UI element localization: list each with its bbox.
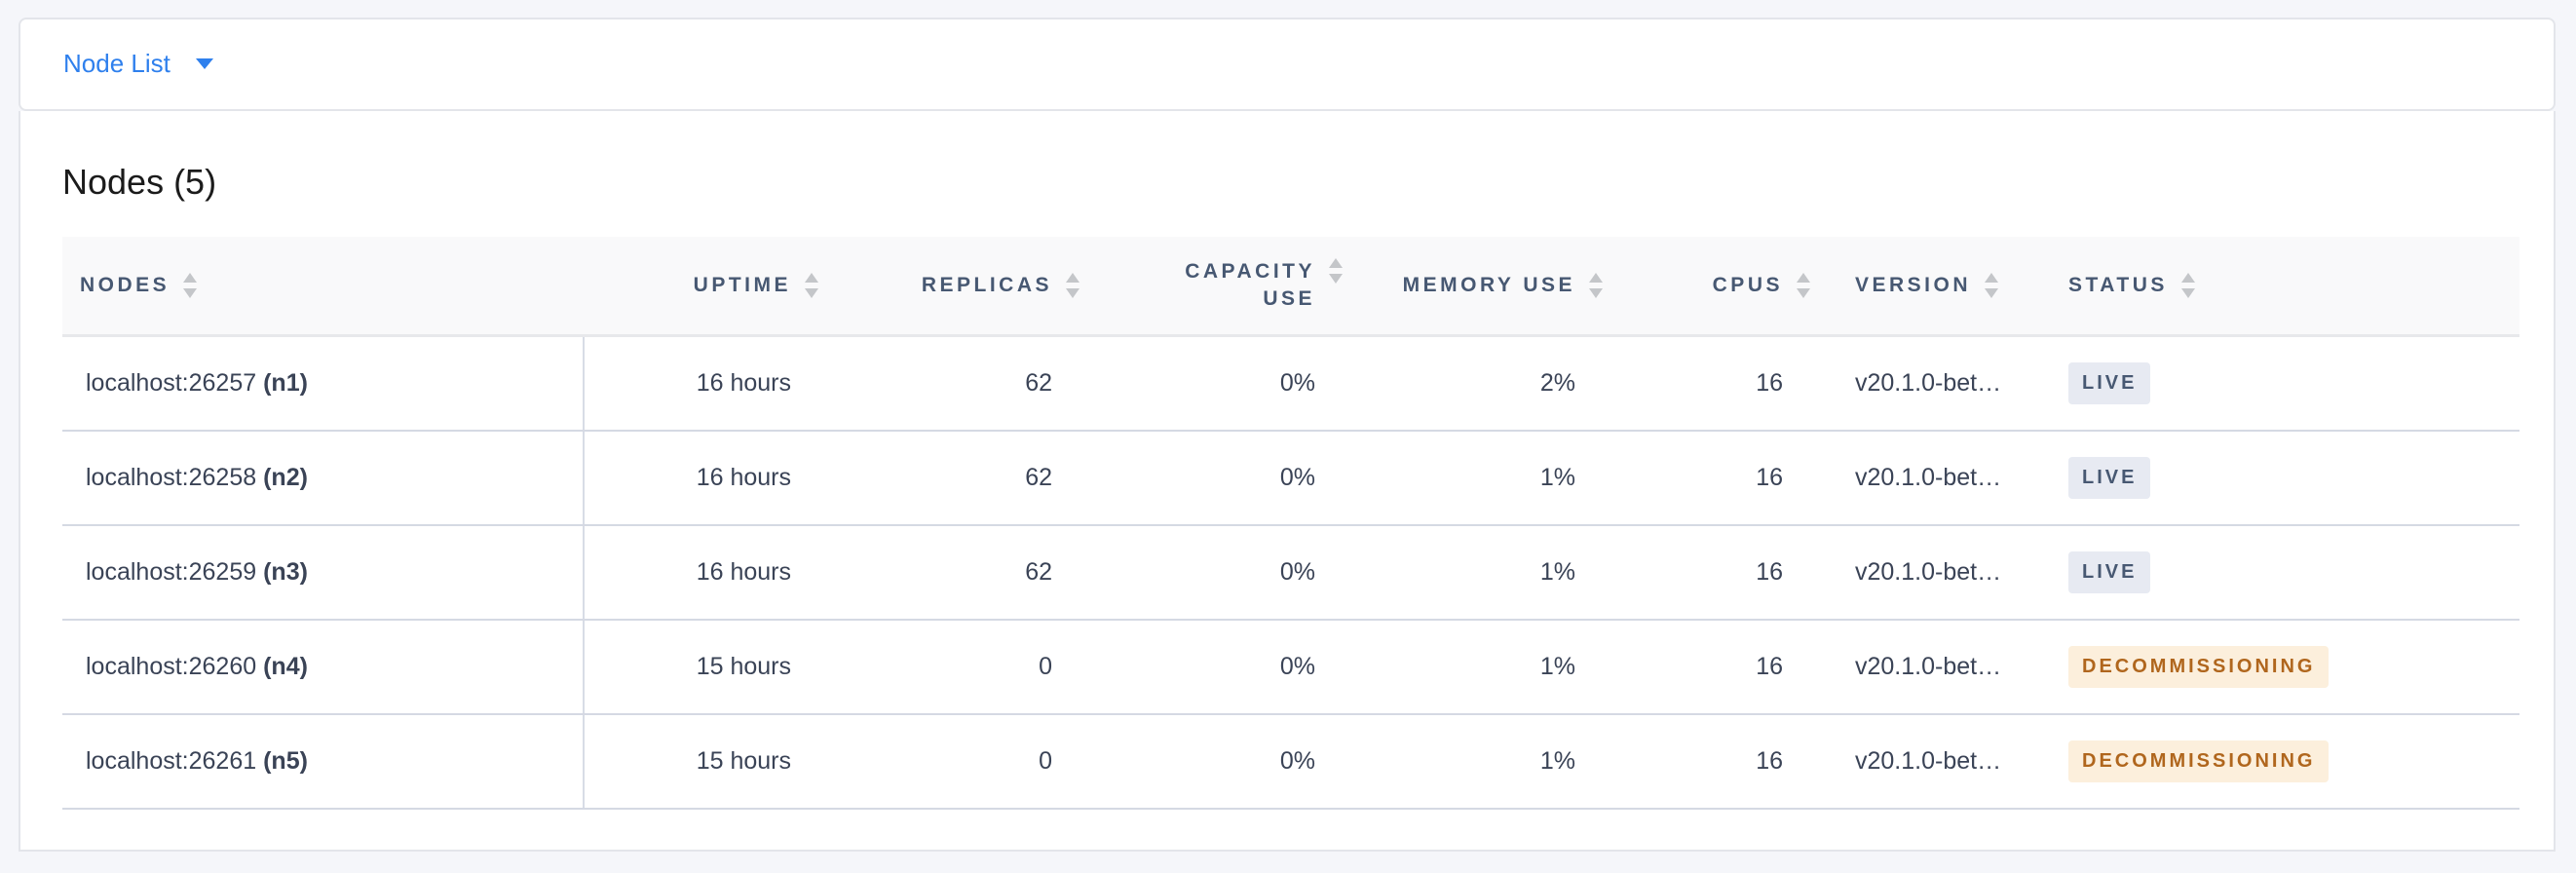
uptime-cell: 15 hours bbox=[584, 714, 830, 810]
status-badge: DECOMMISSIONING bbox=[2068, 740, 2330, 782]
cpus-cell: 16 bbox=[1614, 525, 1822, 621]
col-label: STATUS bbox=[2068, 274, 2168, 296]
table-row: localhost:26259 (n3) 16 hours 62 0% 1% 16 v20.… bbox=[62, 525, 2519, 621]
col-header-nodes[interactable]: NODES bbox=[62, 237, 584, 337]
caret-down-icon bbox=[195, 58, 213, 69]
col-label: CPUS bbox=[1712, 274, 1783, 296]
node-cell: localhost:26261 (n5) bbox=[62, 714, 585, 810]
node-address-link[interactable]: localhost:26259 bbox=[86, 558, 257, 586]
node-cell: localhost:26260 (n4) bbox=[62, 620, 585, 715]
sort-icon[interactable] bbox=[1066, 273, 1080, 298]
memory-use-cell: 1% bbox=[1354, 620, 1614, 715]
node-id: (n4) bbox=[263, 653, 308, 680]
memory-use-cell: 1% bbox=[1354, 714, 1614, 810]
col-header-capacity-use[interactable]: CAPACITY USE bbox=[1091, 237, 1354, 337]
uptime-cell: 16 hours bbox=[584, 431, 830, 526]
uptime-cell: 15 hours bbox=[584, 620, 830, 715]
col-header-version[interactable]: VERSION bbox=[1822, 237, 2043, 337]
memory-use-cell: 2% bbox=[1354, 335, 1614, 432]
status-badge: LIVE bbox=[2068, 362, 2151, 404]
status-badge: DECOMMISSIONING bbox=[2068, 646, 2330, 688]
col-header-status[interactable]: STATUS bbox=[2043, 237, 2519, 337]
sort-icon[interactable] bbox=[1797, 273, 1810, 298]
col-label: REPLICAS bbox=[921, 274, 1052, 296]
dropdown-label: Node List bbox=[63, 49, 170, 78]
col-label: MEMORY USE bbox=[1402, 274, 1575, 296]
status-cell: DECOMMISSIONING bbox=[2043, 620, 2519, 715]
memory-use-cell: 1% bbox=[1354, 525, 1614, 621]
col-label: NODES bbox=[80, 274, 170, 296]
uptime-cell: 16 hours bbox=[584, 335, 830, 432]
status-badge: LIVE bbox=[2068, 457, 2151, 499]
replicas-cell: 0 bbox=[830, 620, 1091, 715]
status-cell: LIVE bbox=[2043, 525, 2519, 621]
replicas-cell: 0 bbox=[830, 714, 1091, 810]
capacity-use-cell: 0% bbox=[1091, 525, 1354, 621]
sort-icon[interactable] bbox=[183, 273, 198, 298]
header-card: Node List bbox=[19, 18, 2556, 111]
col-header-cpus[interactable]: CPUS bbox=[1614, 237, 1822, 337]
capacity-use-cell: 0% bbox=[1091, 431, 1354, 526]
table-header-row: NODES UPTIME REPLICAS CAPACITY USE MEMORY… bbox=[62, 237, 2519, 337]
version-cell: v20.1.0-bet… bbox=[1822, 431, 2043, 526]
node-id: (n3) bbox=[263, 558, 308, 586]
col-header-memory-use[interactable]: MEMORY USE bbox=[1354, 237, 1614, 337]
status-cell: LIVE bbox=[2043, 431, 2519, 526]
col-header-replicas[interactable]: REPLICAS bbox=[830, 237, 1091, 337]
node-cell: localhost:26258 (n2) bbox=[62, 431, 585, 526]
table-row: localhost:26260 (n4) 15 hours 0 0% 1% 16 v20.1… bbox=[62, 620, 2519, 715]
uptime-cell: 16 hours bbox=[584, 525, 830, 621]
node-list-dropdown[interactable]: Node List bbox=[63, 49, 213, 79]
node-address-link[interactable]: localhost:26261 bbox=[86, 747, 257, 775]
col-label: UPTIME bbox=[693, 274, 791, 296]
memory-use-cell: 1% bbox=[1354, 431, 1614, 526]
version-cell: v20.1.0-bet… bbox=[1822, 620, 2043, 715]
node-cell: localhost:26257 (n1) bbox=[62, 335, 585, 432]
table-row: localhost:26257 (n1) 16 hours 62 0% 2% 16 v20.… bbox=[62, 335, 2519, 432]
col-header-uptime[interactable]: UPTIME bbox=[584, 237, 830, 337]
capacity-use-cell: 0% bbox=[1091, 620, 1354, 715]
sort-icon[interactable] bbox=[1589, 273, 1603, 298]
page-title: Nodes (5) bbox=[62, 162, 217, 202]
cpus-cell: 16 bbox=[1614, 714, 1822, 810]
col-label: CAPACITY bbox=[1185, 260, 1315, 283]
capacity-use-cell: 0% bbox=[1091, 335, 1354, 432]
col-label: VERSION bbox=[1855, 274, 1972, 296]
cpus-cell: 16 bbox=[1614, 620, 1822, 715]
status-cell: LIVE bbox=[2043, 335, 2519, 432]
node-cell: localhost:26259 (n3) bbox=[62, 525, 585, 621]
status-cell: DECOMMISSIONING bbox=[2043, 714, 2519, 810]
node-id: (n1) bbox=[263, 369, 308, 397]
version-cell: v20.1.0-bet… bbox=[1822, 335, 2043, 432]
version-cell: v20.1.0-bet… bbox=[1822, 525, 2043, 621]
replicas-cell: 62 bbox=[830, 525, 1091, 621]
node-id: (n5) bbox=[263, 747, 308, 775]
status-badge: LIVE bbox=[2068, 551, 2151, 593]
nodes-card: Nodes (5) NODES UPTIME REPLICAS CAPACITY… bbox=[19, 111, 2556, 852]
cpus-cell: 16 bbox=[1614, 431, 1822, 526]
capacity-use-cell: 0% bbox=[1091, 714, 1354, 810]
table-row: localhost:26258 (n2) 16 hours 62 0% 1% 16 v20.… bbox=[62, 431, 2519, 526]
node-address-link[interactable]: localhost:26258 bbox=[86, 464, 257, 491]
table-row: localhost:26261 (n5) 15 hours 0 0% 1% 16 v20.1… bbox=[62, 714, 2519, 810]
replicas-cell: 62 bbox=[830, 431, 1091, 526]
sort-icon[interactable] bbox=[1985, 273, 1999, 298]
node-address-link[interactable]: localhost:26260 bbox=[86, 653, 257, 680]
sort-icon[interactable] bbox=[1329, 258, 1343, 284]
version-cell: v20.1.0-bet… bbox=[1822, 714, 2043, 810]
replicas-cell: 62 bbox=[830, 335, 1091, 432]
cpus-cell: 16 bbox=[1614, 335, 1822, 432]
sort-icon[interactable] bbox=[2180, 273, 2195, 298]
col-label: USE bbox=[1263, 287, 1315, 310]
sort-icon[interactable] bbox=[805, 273, 818, 298]
node-id: (n2) bbox=[263, 464, 308, 491]
nodes-table: NODES UPTIME REPLICAS CAPACITY USE MEMORY… bbox=[62, 237, 2519, 810]
node-address-link[interactable]: localhost:26257 bbox=[86, 369, 257, 397]
